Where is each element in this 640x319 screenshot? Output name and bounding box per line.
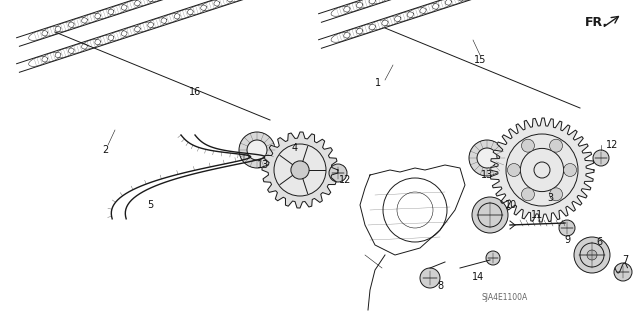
Circle shape [559,220,575,236]
Circle shape [550,139,563,152]
Text: 9: 9 [564,235,570,245]
Circle shape [247,140,267,160]
Text: 15: 15 [474,55,486,65]
Circle shape [274,144,326,196]
Text: 1: 1 [375,78,381,88]
Text: 16: 16 [189,87,201,97]
Circle shape [522,188,534,201]
Text: 3: 3 [547,193,553,203]
Circle shape [593,150,609,166]
Circle shape [614,263,632,281]
Text: 12: 12 [339,175,351,185]
Text: 7: 7 [622,255,628,265]
Circle shape [550,188,563,201]
Circle shape [587,250,597,260]
Text: SJA4E1100A: SJA4E1100A [482,293,528,301]
Polygon shape [262,132,338,208]
Circle shape [564,164,577,176]
Circle shape [486,251,500,265]
Circle shape [508,164,520,176]
Text: 11: 11 [531,210,543,220]
Circle shape [574,237,610,273]
Text: 4: 4 [292,143,298,153]
Polygon shape [490,118,594,222]
Text: 5: 5 [147,200,153,210]
Text: 13: 13 [481,170,493,180]
Text: 14: 14 [472,272,484,282]
Text: FR.: FR. [585,16,608,28]
Text: 12: 12 [606,140,618,150]
Text: 6: 6 [596,237,602,247]
Circle shape [469,140,505,176]
Circle shape [420,268,440,288]
Text: 2: 2 [102,145,108,155]
Circle shape [522,139,534,152]
Circle shape [291,161,309,179]
Circle shape [472,197,508,233]
Circle shape [477,148,497,168]
Text: 13: 13 [257,160,269,170]
Circle shape [329,164,347,182]
Circle shape [239,132,275,168]
Text: 10: 10 [505,200,517,210]
Text: 8: 8 [437,281,443,291]
